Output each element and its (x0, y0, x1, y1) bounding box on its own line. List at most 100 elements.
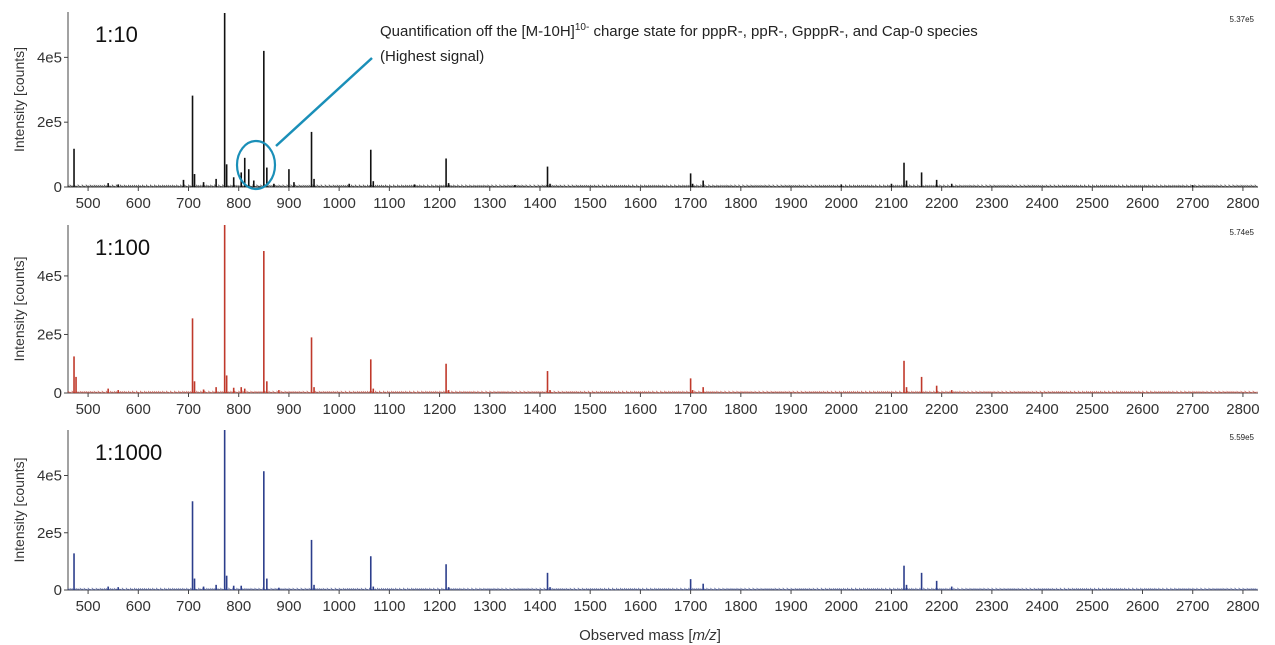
spectra-panels: 0 2e5 4e5 500 600 700 800 900 1000 1100 1200 1300 14… (11, 12, 1260, 615)
x-tick-label: 2200 (925, 195, 958, 212)
y-axis-label: Intensity [counts] (11, 47, 27, 152)
x-tick-label: 1800 (724, 598, 757, 615)
y-axis-label: Intensity [counts] (11, 457, 27, 562)
x-tick-label: 1300 (473, 195, 506, 212)
annotation-pointer-line (275, 57, 373, 147)
x-tick-label: 1400 (523, 401, 556, 418)
x-tick-label: 700 (176, 195, 201, 212)
annotation-text-line1: Quantification off the [M-10H]10- charge… (380, 22, 978, 40)
x-tick-label: 700 (176, 401, 201, 418)
x-tick-label: 1100 (373, 401, 405, 418)
y-tick-label: 4e5 (37, 268, 62, 285)
max-intensity-label: 5.37e5 (1230, 15, 1255, 24)
x-tick-label: 1200 (423, 598, 456, 615)
x-tick-label: 1500 (574, 401, 607, 418)
x-tick-label: 1900 (774, 598, 807, 615)
annotation-text-line2: (Highest signal) (380, 48, 484, 65)
x-tick-label: 2200 (925, 401, 958, 418)
x-tick-label: 1900 (774, 195, 807, 212)
x-tick-label: 1500 (574, 598, 607, 615)
x-tick-label: 2000 (825, 195, 858, 212)
x-tick-label: 2600 (1126, 598, 1159, 615)
x-tick-label: 600 (126, 598, 151, 615)
x-tick-label: 2400 (1025, 598, 1058, 615)
x-tick-label: 1000 (322, 195, 355, 212)
y-tick-label: 0 (54, 385, 62, 402)
x-tick-label: 1700 (674, 401, 707, 418)
x-tick-label: 2800 (1226, 195, 1259, 212)
x-tick-label: 1200 (423, 401, 456, 418)
x-tick-label: 1000 (322, 598, 355, 615)
x-tick-label: 800 (226, 401, 251, 418)
x-tick-label: 500 (76, 598, 101, 615)
x-tick-label: 2100 (875, 401, 908, 418)
y-tick-label: 4e5 (37, 468, 62, 485)
y-tick-label: 2e5 (37, 326, 62, 343)
x-tick-label: 2700 (1176, 195, 1209, 212)
x-tick-label: 1300 (473, 598, 506, 615)
x-tick-label: 2600 (1126, 401, 1159, 418)
x-tick-label: 600 (126, 401, 151, 418)
x-tick-label: 1300 (473, 401, 506, 418)
x-tick-label: 500 (76, 195, 101, 212)
x-tick-label: 1400 (523, 195, 556, 212)
x-tick-label: 2700 (1176, 401, 1209, 418)
x-tick-label: 500 (76, 401, 101, 418)
annotation-circle (235, 139, 277, 191)
x-axis-label: Observed mass [m/z] (579, 627, 721, 644)
x-tick-label: 900 (276, 195, 301, 212)
x-tick-label: 1800 (724, 401, 757, 418)
x-tick-label: 1400 (523, 598, 556, 615)
x-tick-label: 1900 (774, 401, 807, 418)
x-tick-label: 1700 (674, 195, 707, 212)
annotation: Quantification off the [M-10H]10- charge… (235, 22, 978, 191)
max-intensity-label: 5.74e5 (1230, 228, 1255, 237)
dilution-label: 1:10 (95, 22, 138, 47)
x-tick-label: 1600 (624, 401, 657, 418)
baseline-noise (67, 390, 1258, 394)
x-tick-label: 2000 (825, 401, 858, 418)
spectrum-panel: 0 2e5 4e5 500 600 700 800 900 1000 1100 1200 1300 14… (11, 12, 1260, 212)
x-tick-label: 2100 (875, 195, 908, 212)
x-tick-label: 1100 (373, 598, 405, 615)
x-tick-label: 2000 (825, 598, 858, 615)
x-tick-label: 2300 (975, 598, 1008, 615)
baseline-noise (67, 587, 1258, 591)
x-tick-label: 2500 (1076, 195, 1109, 212)
y-tick-label: 2e5 (37, 114, 62, 131)
x-tick-label: 1500 (574, 195, 607, 212)
y-tick-label: 0 (54, 582, 62, 599)
x-tick-label: 2800 (1226, 598, 1259, 615)
dilution-label: 1:1000 (95, 440, 162, 465)
x-tick-label: 2100 (875, 598, 908, 615)
x-tick-label: 2800 (1226, 401, 1259, 418)
x-tick-label: 800 (226, 195, 251, 212)
x-tick-label: 600 (126, 195, 151, 212)
y-tick-label: 0 (54, 179, 62, 196)
x-tick-label: 1700 (674, 598, 707, 615)
x-tick-label: 2300 (975, 401, 1008, 418)
x-tick-label: 1000 (322, 401, 355, 418)
x-tick-label: 900 (276, 401, 301, 418)
x-tick-label: 2300 (975, 195, 1008, 212)
x-tick-label: 800 (226, 598, 251, 615)
x-tick-label: 900 (276, 598, 301, 615)
y-tick-label: 2e5 (37, 525, 62, 542)
x-tick-label: 700 (176, 598, 201, 615)
x-tick-label: 1600 (624, 598, 657, 615)
spectrum-panel: 0 2e5 4e5 500 600 700 800 900 1000 1100 1200 1300 14… (11, 430, 1260, 615)
y-tick-label: 4e5 (37, 49, 62, 66)
x-tick-label: 2200 (925, 598, 958, 615)
x-tick-label: 1100 (373, 195, 405, 212)
max-intensity-label: 5.59e5 (1230, 433, 1255, 442)
x-tick-label: 1200 (423, 195, 456, 212)
x-tick-label: 2500 (1076, 598, 1109, 615)
x-tick-label: 2500 (1076, 401, 1109, 418)
x-tick-label: 1600 (624, 195, 657, 212)
x-tick-label: 2400 (1025, 401, 1058, 418)
x-tick-label: 1800 (724, 195, 757, 212)
x-tick-label: 2600 (1126, 195, 1159, 212)
y-axis-label: Intensity [counts] (11, 256, 27, 361)
spectrum-panel: 0 2e5 4e5 500 600 700 800 900 1000 1100 1200 1300 14… (11, 225, 1260, 418)
